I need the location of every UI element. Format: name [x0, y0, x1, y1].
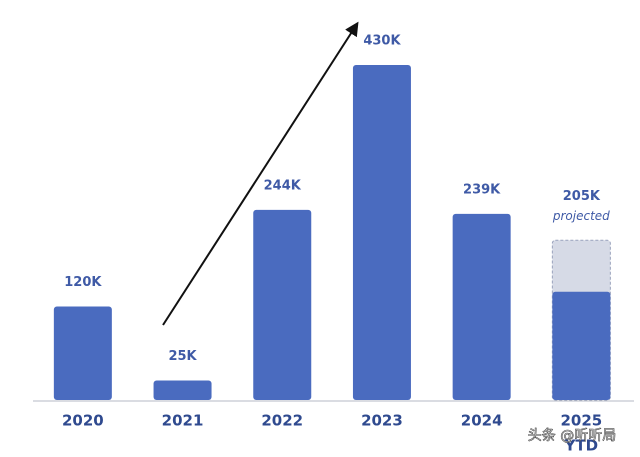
category-note: YTD: [564, 437, 599, 455]
projected-note: projected: [552, 209, 610, 223]
x-tick-label: 2024: [461, 412, 503, 430]
trend-arrow: [162, 21, 359, 326]
x-tick-label: 2020: [62, 412, 104, 430]
value-label: 430K: [363, 34, 401, 49]
x-tick-label: 2025: [560, 412, 602, 430]
bar: [452, 213, 511, 400]
projected-label: 205K: [563, 189, 601, 204]
value-label: 239K: [463, 182, 501, 197]
bar: [53, 306, 112, 400]
bar: [153, 380, 212, 400]
value-label: 244K: [264, 178, 302, 193]
value-label: 25K: [168, 349, 197, 364]
bar: [253, 209, 312, 400]
bar: [352, 65, 411, 400]
x-tick-label: 2022: [261, 412, 303, 430]
value-label: 120K: [64, 275, 102, 290]
watermark: 头条 @听听局: [528, 427, 616, 444]
x-tick-label: 2021: [162, 412, 204, 430]
bar: [552, 291, 611, 400]
x-tick-label: 2023: [361, 412, 403, 430]
